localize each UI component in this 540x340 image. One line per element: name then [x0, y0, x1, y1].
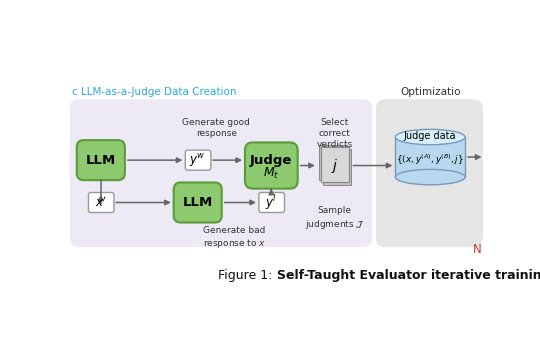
Bar [319, 145, 347, 180]
FancyBboxPatch shape [70, 99, 372, 247]
Bar [321, 147, 349, 183]
Text: Optimizatio: Optimizatio [401, 87, 461, 97]
Text: $y^w$: $y^w$ [190, 152, 206, 169]
Text: c LLM-as-a-Judge Data Creation: c LLM-as-a-Judge Data Creation [72, 87, 237, 97]
Text: LLM: LLM [183, 196, 213, 209]
Text: Generate bad
response to $x$: Generate bad response to $x$ [202, 226, 266, 250]
FancyBboxPatch shape [174, 183, 222, 222]
Ellipse shape [395, 129, 465, 145]
Text: Judge: Judge [250, 154, 293, 167]
Text: Self-Taught Evaluator iterative training scheme.: Self-Taught Evaluator iterative training… [277, 269, 540, 282]
Bar [323, 149, 351, 185]
FancyBboxPatch shape [259, 192, 285, 212]
Text: LLM: LLM [86, 154, 116, 167]
Text: Generate good
response: Generate good response [183, 118, 250, 138]
Ellipse shape [395, 169, 465, 185]
Bar [321, 147, 349, 183]
Text: N: N [474, 242, 482, 256]
Text: Judge data: Judge data [404, 131, 456, 140]
FancyBboxPatch shape [376, 99, 483, 247]
FancyBboxPatch shape [77, 140, 125, 180]
FancyBboxPatch shape [185, 150, 211, 170]
FancyBboxPatch shape [245, 142, 298, 189]
Text: $\{(x,y^{(A)},y^{(B)},j\}$: $\{(x,y^{(A)},y^{(B)},j\}$ [396, 153, 464, 167]
Text: Figure 1:: Figure 1: [218, 269, 277, 282]
Text: $j$: $j$ [331, 156, 339, 174]
Text: $x'$: $x'$ [95, 195, 107, 210]
FancyBboxPatch shape [89, 192, 114, 212]
Bar [395, 137, 465, 177]
Text: $y^l$: $y^l$ [265, 193, 278, 212]
Text: $M_t$: $M_t$ [263, 166, 280, 181]
Text: Sample
judgments $\mathcal{J}$: Sample judgments $\mathcal{J}$ [305, 206, 365, 231]
Text: Select
correct
verdicts: Select correct verdicts [317, 118, 353, 149]
